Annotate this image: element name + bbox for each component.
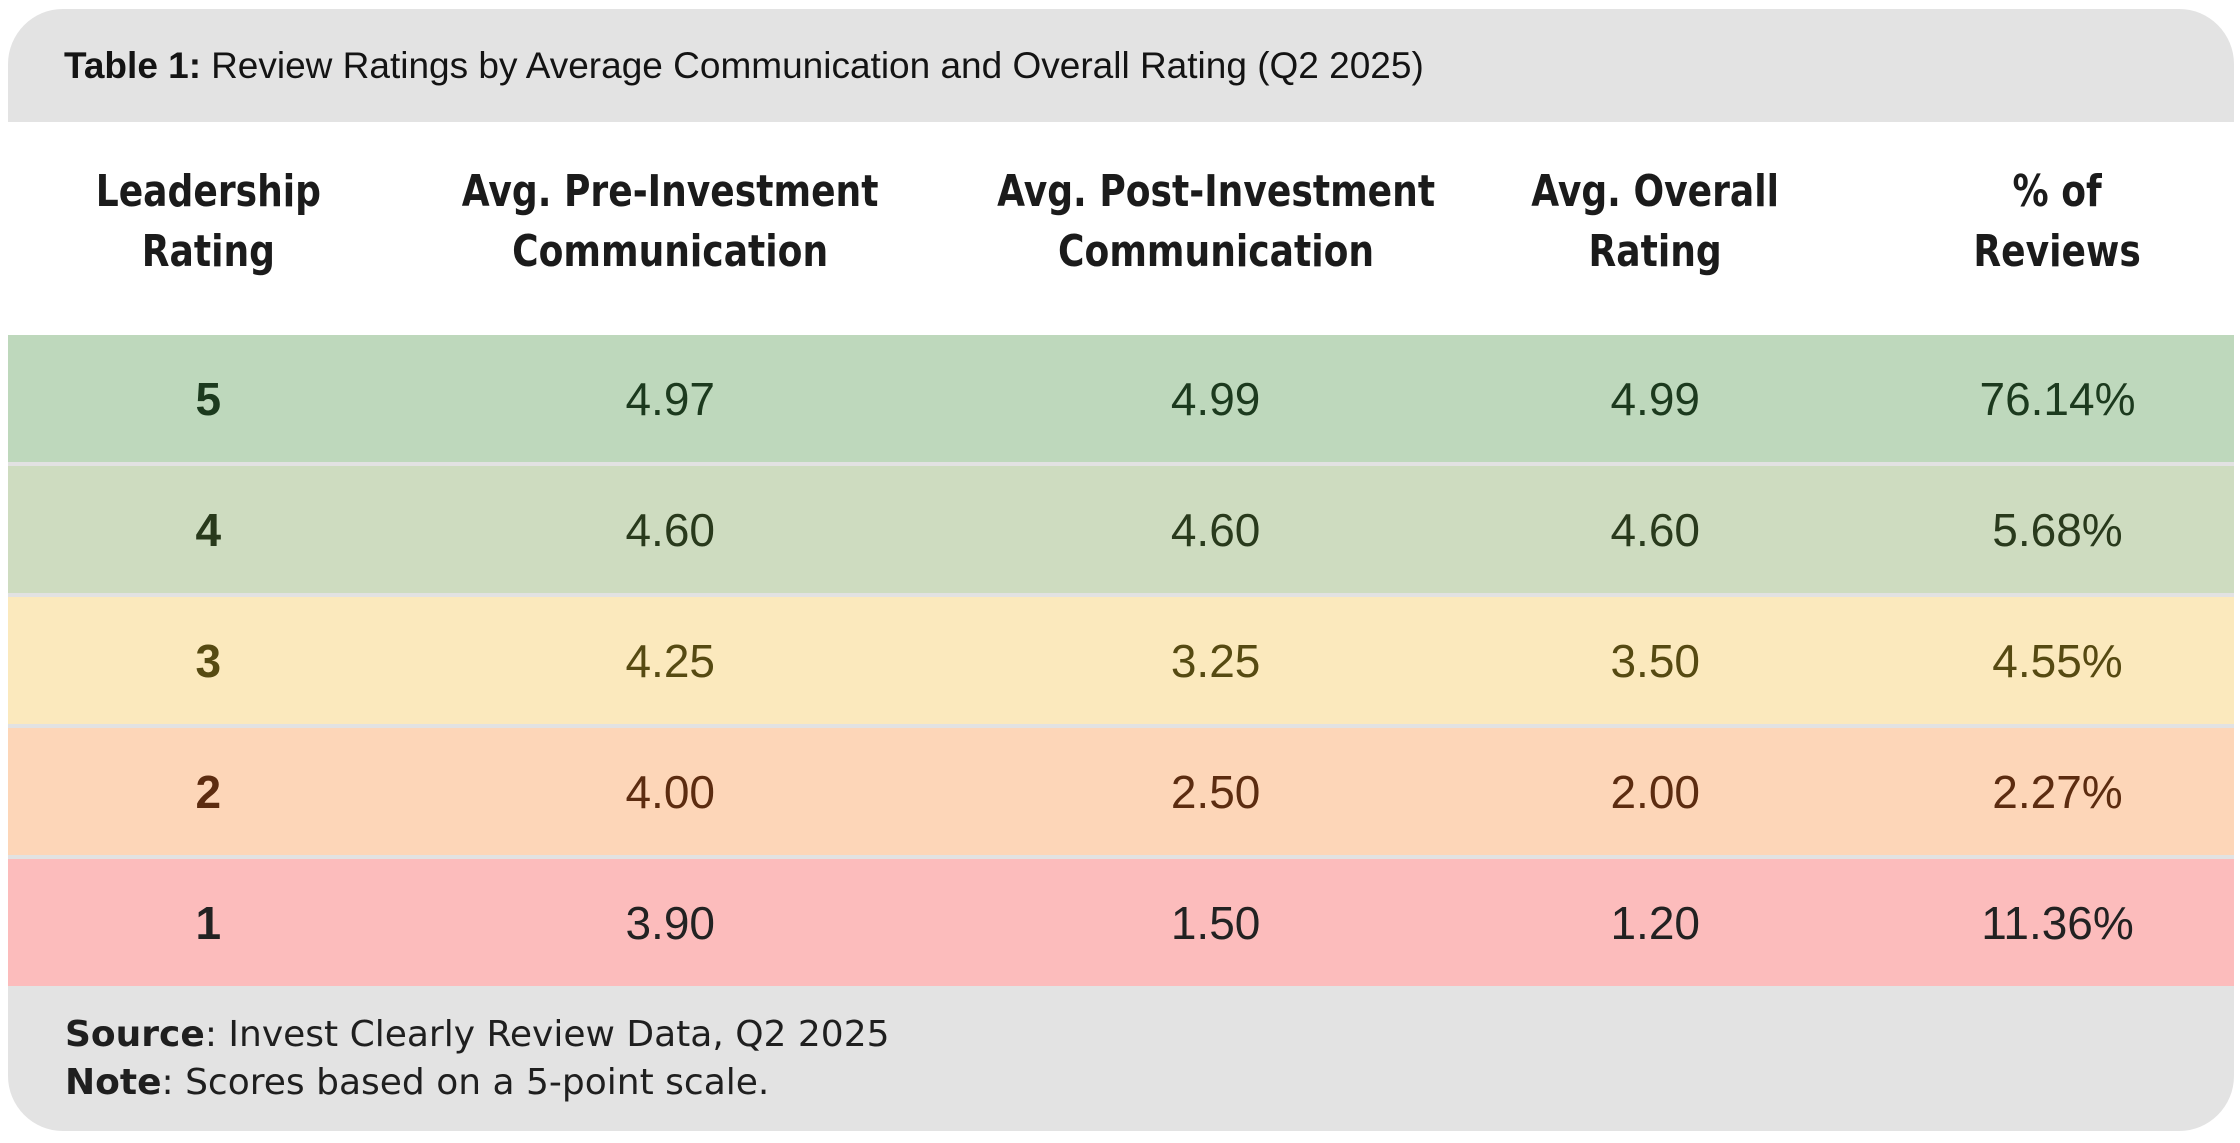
table-row-rating-2: 2 4.00 2.50 2.00 2.27%: [8, 728, 2234, 855]
cell-leadership-rating: 1: [195, 896, 222, 949]
cell-leadership-rating: 5: [195, 372, 222, 425]
cell-overall-rating: 3.50: [1610, 634, 1700, 687]
cell-post-investment-communication: 4.60: [1170, 503, 1261, 556]
col-header-leadership-rating: Leadership Rating: [8, 162, 409, 281]
col-header-label: Avg. Overall Rating: [1531, 166, 1780, 277]
cell-leadership-rating: 3: [195, 634, 222, 687]
title-bar: Table 1: Review Ratings by Average Commu…: [8, 9, 2234, 122]
source-text: : Invest Clearly Review Data, Q2 2025: [204, 1013, 890, 1055]
cell-pre-investment-communication: 4.97: [625, 372, 715, 425]
col-header-pct-of-reviews: % of Reviews: [1811, 162, 2234, 281]
cell-leadership-rating: 4: [195, 503, 222, 556]
col-header-label: Avg. Pre-Investment Communication: [461, 166, 879, 277]
cell-pct-of-reviews: 76.14%: [1979, 372, 2136, 425]
col-header-label: Avg. Post-Investment Communication: [996, 166, 1435, 277]
table-row-rating-4: 4 4.60 4.60 4.60 5.68%: [8, 466, 2234, 593]
source-line: Source: Invest Clearly Review Data, Q2 2…: [65, 1011, 2234, 1059]
table-number-label: Table 1:: [64, 44, 202, 86]
col-header-pre-investment-communication: Avg. Pre-Investment Communication: [409, 162, 932, 281]
cell-post-investment-communication: 3.25: [1170, 634, 1261, 687]
cell-pct-of-reviews: 5.68%: [1992, 503, 2123, 556]
source-label: Source: [65, 1013, 205, 1055]
table-body: 5 4.97 4.99 4.99 76.14% 4 4.60 4.60 4.60…: [8, 335, 2234, 986]
cell-pre-investment-communication: 4.00: [625, 765, 715, 818]
footer-bar: Source: Invest Clearly Review Data, Q2 2…: [8, 986, 2234, 1131]
cell-pct-of-reviews: 2.27%: [1992, 765, 2123, 818]
cell-pre-investment-communication: 4.60: [625, 503, 715, 556]
col-header-label: % of Reviews: [1973, 166, 2142, 277]
cell-pct-of-reviews: 11.36%: [1981, 896, 2134, 949]
cell-overall-rating: 2.00: [1610, 765, 1700, 818]
table-row-rating-3: 3 4.25 3.25 3.50 4.55%: [8, 597, 2234, 724]
cell-pre-investment-communication: 4.25: [625, 634, 715, 687]
cell-leadership-rating: 2: [195, 765, 222, 818]
note-line: Note: Scores based on a 5-point scale.: [65, 1059, 2234, 1107]
table-card: Table 1: Review Ratings by Average Commu…: [8, 9, 2234, 1131]
cell-overall-rating: 4.60: [1610, 503, 1700, 556]
cell-pct-of-reviews: 4.55%: [1992, 634, 2123, 687]
cell-overall-rating: 4.99: [1610, 372, 1700, 425]
note-text: : Scores based on a 5-point scale.: [161, 1061, 770, 1103]
cell-post-investment-communication: 2.50: [1170, 765, 1261, 818]
col-header-overall-rating: Avg. Overall Rating: [1499, 162, 1811, 281]
cell-post-investment-communication: 1.50: [1170, 896, 1261, 949]
table-title-text: Review Ratings by Average Communication …: [211, 44, 1424, 86]
col-header-label: Leadership Rating: [95, 166, 321, 277]
table-header-row: Leadership Rating Avg. Pre-Investment Co…: [8, 122, 2234, 335]
cell-post-investment-communication: 4.99: [1170, 372, 1261, 425]
table-row-rating-5: 5 4.97 4.99 4.99 76.14%: [8, 335, 2234, 462]
cell-pre-investment-communication: 3.90: [625, 896, 715, 949]
cell-overall-rating: 1.20: [1610, 896, 1700, 949]
table-row-rating-1: 1 3.90 1.50 1.20 11.36%: [8, 859, 2234, 986]
note-label: Note: [65, 1061, 162, 1103]
col-header-post-investment-communication: Avg. Post-Investment Communication: [932, 162, 1500, 281]
